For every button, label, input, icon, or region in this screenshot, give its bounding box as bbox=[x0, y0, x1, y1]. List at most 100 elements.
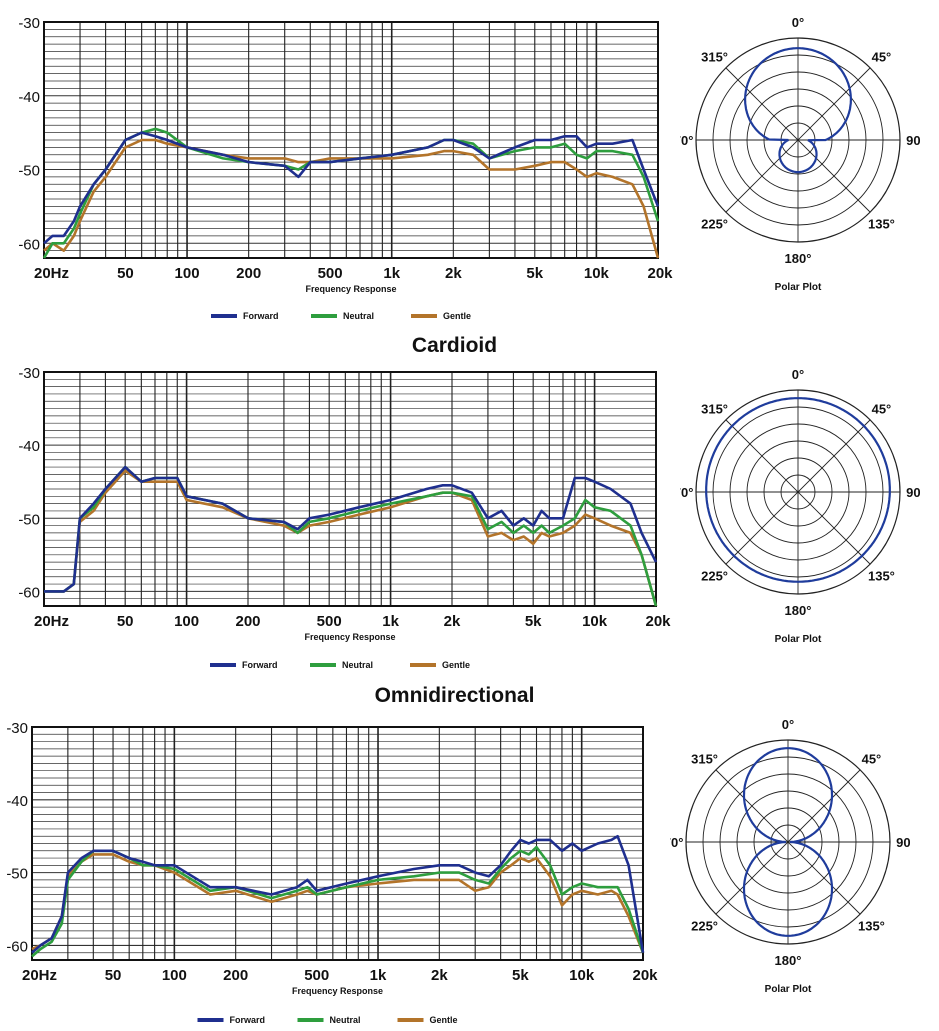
polar-plot: 0° 45° 90° 135° 180° 225° 270° 315° Polar Plot bbox=[680, 367, 920, 645]
legend-label-gentle: Gentle bbox=[442, 660, 470, 670]
section-title-omnidirectional: Omnidirectional bbox=[374, 684, 535, 707]
polar-angle-label: 270° bbox=[670, 835, 683, 850]
polar-plot: 0° 45° 90° 135° 180° 225° 270° 315° Polar Plot bbox=[680, 15, 920, 293]
polar-angle-label: 45° bbox=[872, 50, 892, 65]
x-tick-label: 10k bbox=[569, 967, 595, 984]
polar-angle-label: 180° bbox=[785, 603, 812, 618]
polar-angle-label: 135° bbox=[868, 568, 895, 583]
legend-label-neutral: Neutral bbox=[342, 660, 373, 670]
legend-label-gentle: Gentle bbox=[443, 311, 471, 321]
polar-angle-label: 315° bbox=[691, 752, 718, 767]
polar-angle-label: 0° bbox=[792, 15, 804, 30]
polar-plot-title: Polar Plot bbox=[775, 282, 822, 293]
series-line-gentle bbox=[43, 138, 660, 259]
x-axis-label: Frequency Response bbox=[305, 284, 396, 294]
legend-label-neutral: Neutral bbox=[330, 1015, 361, 1025]
polar-spoke bbox=[725, 67, 871, 213]
y-tick-label: -30 bbox=[18, 365, 40, 382]
legend-label-forward: Forward bbox=[242, 660, 278, 670]
section-title-cardioid: Cardioid bbox=[411, 334, 498, 357]
series-line-forward bbox=[31, 834, 645, 954]
x-tick-label: 1k bbox=[382, 613, 399, 630]
y-tick-label: -40 bbox=[18, 89, 40, 106]
x-tick-label: 2k bbox=[444, 613, 461, 630]
polar-angle-label: 0° bbox=[792, 367, 804, 382]
legend-label-forward: Forward bbox=[243, 311, 279, 321]
x-tick-label: 200 bbox=[223, 967, 248, 984]
series-line-forward bbox=[43, 131, 660, 245]
x-axis-label: Frequency Response bbox=[304, 632, 395, 642]
polar-angle-label: 0° bbox=[782, 717, 794, 732]
x-tick-label: 5k bbox=[525, 613, 542, 630]
polar-plot-title: Polar Plot bbox=[765, 984, 812, 995]
polar-spoke bbox=[715, 769, 861, 915]
legend-label-gentle: Gentle bbox=[430, 1015, 458, 1025]
polar-angle-label: 135° bbox=[868, 216, 895, 231]
x-tick-label: 20Hz bbox=[34, 613, 69, 630]
frequency-response-chart: -30 -40 -50 -60 20Hz 50 100 200 500 1k 2k 5k 10k 20k F… bbox=[18, 15, 673, 321]
polar-angle-label: 90° bbox=[896, 835, 910, 850]
x-tick-label: 10k bbox=[584, 265, 610, 282]
series-line-forward bbox=[44, 465, 658, 593]
polar-angle-label: 225° bbox=[701, 568, 728, 583]
series-line-gentle bbox=[31, 853, 645, 954]
y-tick-label: -40 bbox=[18, 438, 40, 455]
polar-plot: 0° 45° 90° 135° 180° 225° 270° 315° Polar Plot bbox=[670, 717, 910, 995]
x-tick-label: 200 bbox=[236, 265, 261, 282]
y-tick-label: -50 bbox=[18, 163, 40, 180]
x-tick-label: 2k bbox=[431, 967, 448, 984]
x-tick-label: 500 bbox=[304, 967, 329, 984]
polar-angle-label: 270° bbox=[680, 133, 693, 148]
polar-pattern-line bbox=[742, 747, 834, 937]
legend-label-forward: Forward bbox=[230, 1015, 266, 1025]
polar-angle-label: 270° bbox=[680, 485, 693, 500]
response-panel-1: -30 -40 -50 -60 20Hz 50 100 200 500 1k 2k 5k 10k 20k F… bbox=[0, 0, 939, 328]
x-tick-label: 1k bbox=[383, 265, 400, 282]
x-tick-label: 1k bbox=[370, 967, 387, 984]
polar-angle-label: 135° bbox=[858, 918, 885, 933]
y-tick-label: -30 bbox=[18, 15, 40, 32]
x-tick-label: 50 bbox=[117, 265, 134, 282]
x-tick-label: 100 bbox=[174, 613, 199, 630]
polar-angle-label: 315° bbox=[701, 50, 728, 65]
x-tick-label: 5k bbox=[526, 265, 543, 282]
x-tick-label: 20Hz bbox=[34, 265, 69, 282]
x-axis-label: Frequency Response bbox=[292, 986, 383, 996]
y-tick-label: -60 bbox=[18, 584, 40, 601]
x-tick-label: 20k bbox=[632, 967, 658, 984]
polar-angle-label: 225° bbox=[691, 918, 718, 933]
x-tick-label: 2k bbox=[445, 265, 462, 282]
polar-pattern-line bbox=[744, 47, 852, 174]
polar-angle-label: 225° bbox=[701, 216, 728, 231]
x-tick-label: 20k bbox=[645, 613, 671, 630]
polar-pattern-line bbox=[705, 397, 891, 583]
x-tick-label: 10k bbox=[582, 613, 608, 630]
y-tick-label: -40 bbox=[6, 793, 28, 810]
legend-label-neutral: Neutral bbox=[343, 311, 374, 321]
x-tick-label: 100 bbox=[175, 265, 200, 282]
polar-angle-label: 90° bbox=[906, 485, 920, 500]
x-tick-label: 50 bbox=[117, 613, 134, 630]
polar-angle-label: 90° bbox=[906, 133, 920, 148]
x-tick-label: 200 bbox=[235, 613, 260, 630]
y-tick-label: -50 bbox=[18, 511, 40, 528]
y-tick-label: -30 bbox=[6, 720, 28, 737]
polar-angle-label: 180° bbox=[775, 953, 802, 968]
x-tick-label: 100 bbox=[162, 967, 187, 984]
polar-angle-label: 315° bbox=[701, 402, 728, 417]
x-tick-label: 500 bbox=[318, 265, 343, 282]
polar-angle-label: 45° bbox=[862, 752, 882, 767]
plot-frame bbox=[43, 371, 657, 607]
plot-frame bbox=[31, 726, 644, 961]
x-tick-label: 20Hz bbox=[22, 967, 57, 984]
x-tick-label: 50 bbox=[105, 967, 122, 984]
y-tick-label: -50 bbox=[6, 866, 28, 883]
x-tick-label: 5k bbox=[512, 967, 529, 984]
polar-plot-title: Polar Plot bbox=[775, 634, 822, 645]
frequency-response-chart: -30 -40 -50 -60 20Hz 50 100 200 500 1k 2k 5k 10k 20k F… bbox=[6, 720, 658, 1025]
plot-frame bbox=[43, 21, 659, 259]
series-line-gentle bbox=[44, 469, 658, 607]
polar-angle-label: 45° bbox=[872, 402, 892, 417]
frequency-response-chart: -30 -40 -50 -60 20Hz 50 100 200 500 1k 2k 5k 10k 20k F… bbox=[18, 365, 671, 670]
x-tick-label: 20k bbox=[647, 265, 673, 282]
